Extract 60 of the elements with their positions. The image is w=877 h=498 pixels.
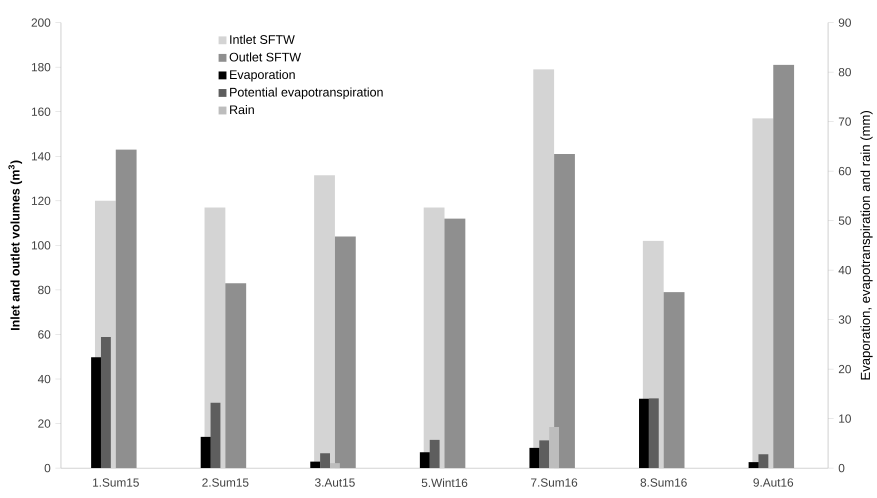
bar	[210, 402, 220, 468]
bar	[116, 150, 137, 468]
y-tick-label: 100	[32, 241, 50, 250]
bar	[758, 454, 768, 468]
bar	[529, 448, 540, 468]
x-tick-label: 8.Sum16	[640, 478, 687, 487]
bar	[91, 357, 101, 468]
y2-axis-title: Evaporation, evapotranspiration and rain (mm)	[860, 111, 873, 380]
bar	[200, 437, 211, 468]
bar	[648, 398, 659, 468]
bar	[554, 154, 575, 468]
y-tick-label: 200	[32, 18, 50, 27]
y-axis-title: Inlet and outlet volumes (m$^{3}$)	[8, 160, 22, 330]
bar	[748, 462, 758, 468]
legend-label: Rain	[230, 105, 254, 114]
bar	[549, 427, 560, 468]
y-tick-label: 120	[32, 196, 50, 206]
x-tick-label: 9.Aut16	[753, 478, 794, 487]
y-tick-label: 60	[38, 330, 50, 339]
bar	[420, 452, 430, 468]
legend-label: Intlet SFTW	[230, 35, 295, 44]
bar	[330, 463, 340, 468]
bar	[773, 65, 794, 468]
y-tick-label: 40	[38, 375, 50, 384]
bar	[334, 236, 356, 468]
legend-label: Outlet SFTW	[230, 52, 302, 62]
bar	[225, 283, 246, 468]
y-tick-label: 180	[32, 63, 50, 72]
y-tick-label: 0	[44, 464, 50, 472]
y2-tick-label: 70	[838, 118, 851, 126]
legend-label: Potential evapotranspiration	[230, 88, 383, 100]
y2-tick-label: 30	[838, 316, 851, 324]
y2-tick-label: 0	[838, 464, 844, 472]
x-tick-label: 3.Aut15	[315, 478, 355, 487]
y2-tick-label: 60	[838, 167, 851, 176]
bar	[310, 462, 320, 468]
bar	[444, 218, 466, 468]
y2-tick-label: 10	[839, 414, 851, 423]
bar	[664, 292, 684, 468]
bar	[320, 453, 330, 468]
y2-tick-label: 20	[838, 365, 851, 374]
x-tick-label: 2.Sum15	[202, 478, 248, 487]
y2-tick-label: 90	[838, 18, 851, 27]
x-tick-label: 1.Sum15	[93, 478, 139, 487]
legend-label: Evaporation	[230, 70, 295, 82]
bar	[430, 440, 440, 468]
x-tick-label: 7.Sum16	[531, 478, 578, 487]
bar	[752, 118, 774, 468]
y2-tick-label: 40	[838, 266, 851, 274]
bar	[639, 398, 649, 468]
y2-tick-label: 80	[838, 68, 851, 76]
bar	[539, 440, 550, 468]
bar	[424, 208, 445, 468]
y-tick-label: 80	[38, 286, 50, 294]
y-tick-label: 140	[32, 152, 50, 161]
y-tick-label: 20	[38, 420, 50, 428]
bar	[100, 337, 111, 468]
y2-tick-label: 50	[838, 216, 851, 225]
x-tick-label: 5.Wint16	[422, 478, 468, 488]
y-tick-label: 160	[32, 108, 50, 116]
